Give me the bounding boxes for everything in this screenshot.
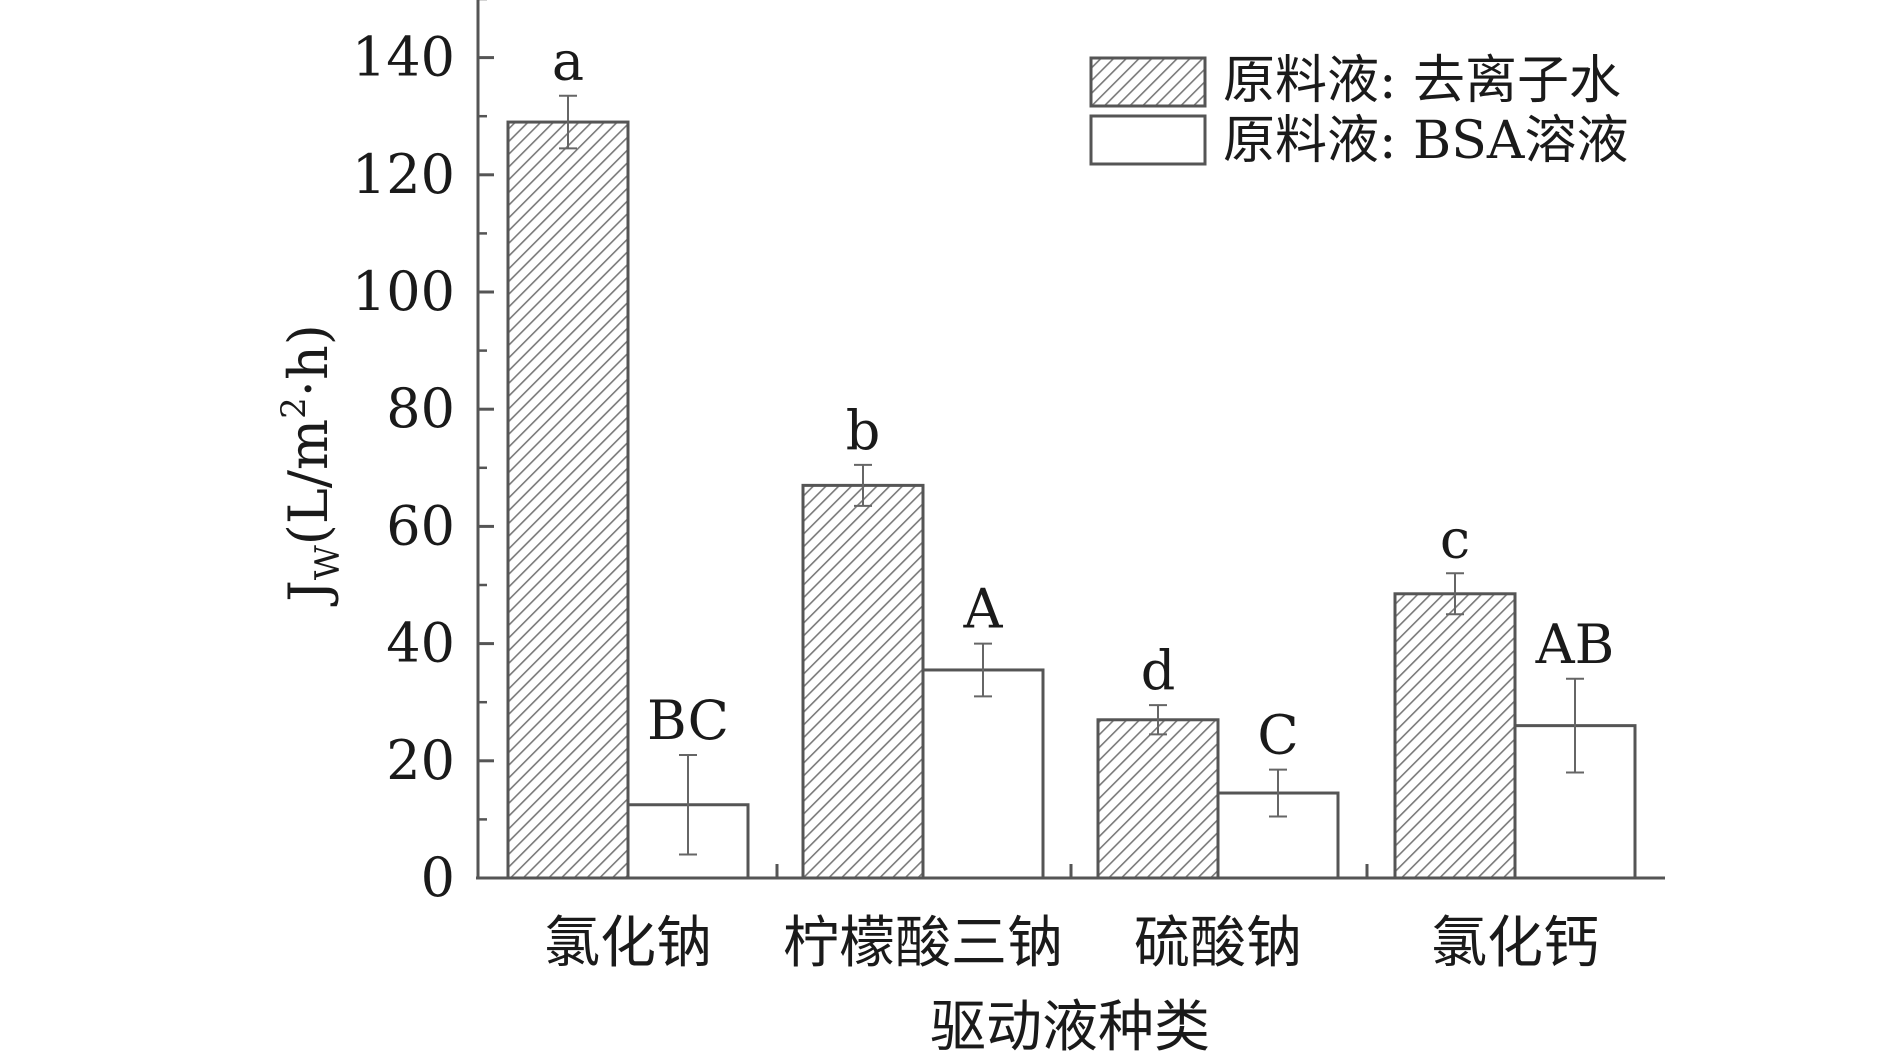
legend-swatch-hatched	[1089, 56, 1207, 108]
y-tick-label: 100	[352, 260, 455, 323]
bar-bsa-solution	[921, 668, 1045, 880]
y-axis-title-subscript: W	[308, 545, 348, 580]
x-category-label: 氯化钙	[1431, 911, 1599, 976]
bar-deionized-water	[1096, 718, 1220, 880]
significance-label: b	[846, 399, 881, 462]
y-tick-label: 40	[386, 612, 455, 675]
y-axis-title: JW(L/m2·h)	[274, 324, 348, 607]
x-category-label: 硫酸钠	[1134, 911, 1302, 976]
x-ticks	[775, 864, 1369, 878]
category-labels: 氯化钠 柠檬酸三钠 硫酸钠 氯化钙	[544, 911, 1599, 976]
significance-label: AB	[1535, 613, 1615, 676]
y-tick-label: 0	[421, 846, 455, 909]
y-tick-label: 80	[386, 377, 455, 440]
legend: 原料液: 去离子水 原料液: BSA溶液	[1089, 51, 1628, 171]
y-axis-title-end: ·h)	[277, 324, 340, 397]
y-axis-title-main: J	[277, 580, 340, 607]
y-tick-label: 140	[352, 26, 455, 89]
y-tick-label: 60	[386, 494, 455, 557]
legend-label-bsa-solution: 原料液: BSA溶液	[1223, 111, 1628, 171]
x-category-label: 氯化钠	[544, 911, 712, 976]
y-axis-title-superscript: 2	[274, 397, 314, 419]
bar-deionized-water	[506, 120, 630, 880]
x-axis-title: 驱动液种类	[930, 995, 1210, 1060]
significance-label: BC	[647, 689, 729, 752]
significance-label: d	[1141, 639, 1176, 702]
y-tick-label: 20	[386, 729, 455, 792]
significance-label: c	[1440, 507, 1470, 570]
bars	[506, 120, 1637, 880]
y-tick-label: 120	[352, 143, 455, 206]
y-axis-title-unit: (L/m	[277, 419, 340, 545]
bar-deionized-water	[1393, 592, 1517, 880]
significance-label: C	[1257, 704, 1298, 767]
bar-deionized-water	[801, 483, 925, 880]
x-category-label: 柠檬酸三钠	[783, 911, 1063, 976]
significance-label: A	[963, 578, 1004, 641]
error-bars	[559, 94, 1584, 856]
legend-swatch-white	[1089, 114, 1207, 166]
legend-label-deionized-water: 原料液: 去离子水	[1223, 51, 1621, 111]
significance-labels: a BC b Ad Cc AB	[552, 30, 1614, 767]
significance-label: a	[552, 30, 584, 93]
y-ticks: 0 20 40 60 80 100 120 140	[352, 0, 494, 909]
